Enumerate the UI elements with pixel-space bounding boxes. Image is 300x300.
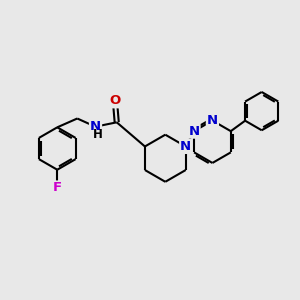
Text: N: N [207, 114, 218, 127]
Text: O: O [110, 94, 121, 107]
Text: N: N [90, 120, 101, 133]
Text: N: N [180, 140, 191, 153]
Text: N: N [188, 125, 200, 138]
Text: H: H [93, 128, 103, 142]
Text: F: F [53, 182, 62, 194]
